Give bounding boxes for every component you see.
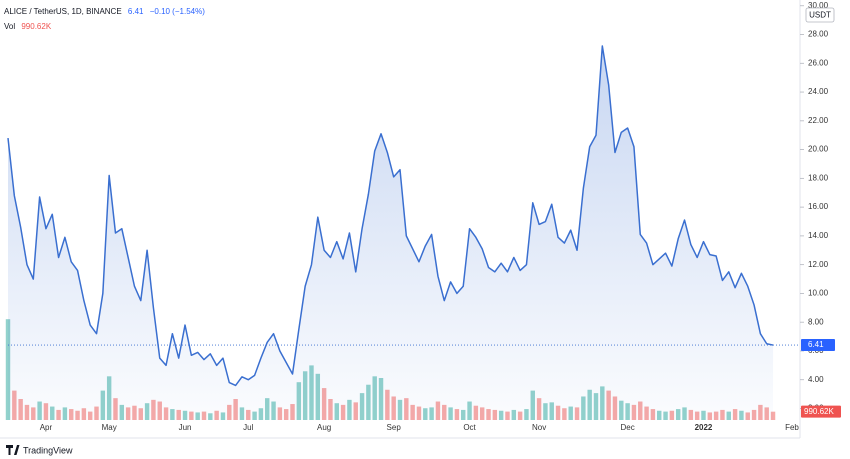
price-line	[7, 45, 774, 387]
y-tick-label: 22.00	[808, 116, 829, 125]
volume-legend-row: Vol 990.62K	[4, 22, 52, 31]
y-tick-label: 28.00	[808, 30, 829, 39]
y-tick-label: 20.00	[808, 145, 829, 154]
y-tick-label: 16.00	[808, 202, 829, 211]
y-tick-label: 12.00	[808, 260, 829, 269]
x-tick-label: Aug	[317, 423, 331, 432]
branding-logo[interactable]	[6, 445, 20, 455]
x-tick-label: Sep	[387, 423, 402, 432]
x-tick-label: Oct	[463, 423, 476, 432]
x-tick-label: 2022	[695, 423, 713, 432]
x-tick-label: Jul	[243, 423, 253, 432]
y-tick-label: 26.00	[808, 58, 829, 67]
y-tick-label: 10.00	[808, 289, 829, 298]
y-tick-label: 30.00	[808, 1, 829, 10]
volume-last-label: 990.62K	[804, 407, 834, 416]
x-tick-label: Feb	[785, 423, 799, 432]
x-tick-label: Nov	[532, 423, 546, 432]
y-tick-label: 8.00	[808, 317, 824, 326]
price-change: −0.10 (−1.54%)	[150, 7, 205, 16]
x-tick-label: May	[102, 423, 117, 432]
price-layer	[7, 45, 800, 420]
last-price-label: 6.41	[808, 340, 824, 349]
axis-layer: 2.004.006.008.0010.0012.0014.0016.0018.0…	[40, 1, 841, 432]
currency-box[interactable]	[805, 7, 835, 23]
volume-bar	[770, 411, 776, 420]
last-price: 6.41	[128, 7, 144, 16]
legend-row: ALICE / TetherUS, 1D, BINANCE 6.41 −0.10…	[4, 7, 205, 16]
branding[interactable]: TradingView	[6, 445, 73, 455]
x-tick-label: Dec	[620, 423, 634, 432]
volume-last-box	[801, 405, 841, 418]
y-tick-label: 4.00	[808, 375, 824, 384]
y-tick-label: 18.00	[808, 173, 829, 182]
branding-text[interactable]: TradingView	[23, 445, 73, 455]
symbol-title: ALICE / TetherUS, 1D, BINANCE	[4, 7, 122, 16]
y-tick-label: 24.00	[808, 87, 829, 96]
x-tick-label: Apr	[40, 423, 53, 432]
volume-value: 990.62K	[21, 22, 51, 31]
last-price-box	[801, 339, 835, 352]
currency-label[interactable]: USDT	[809, 11, 831, 20]
x-tick-label: Jun	[179, 423, 192, 432]
y-tick-label: 14.00	[808, 231, 829, 240]
price-area	[8, 46, 774, 420]
volume-title: Vol	[4, 22, 15, 31]
